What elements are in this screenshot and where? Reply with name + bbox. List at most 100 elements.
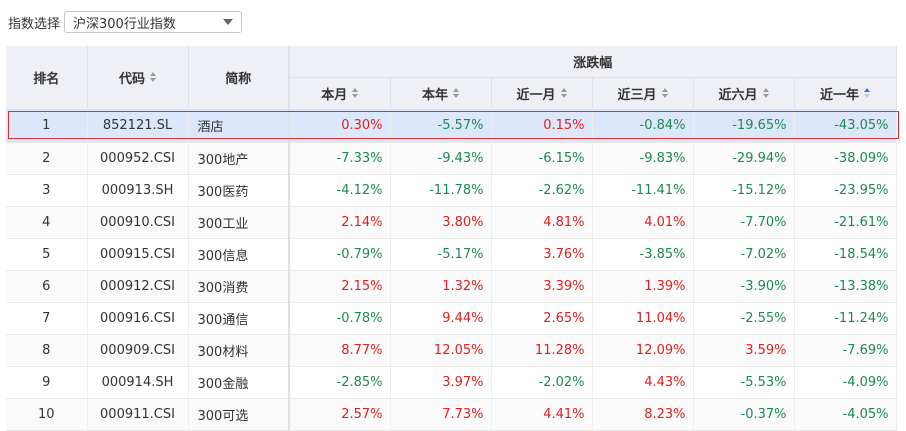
one-month-cell: -2.02% bbox=[491, 366, 593, 399]
header-group-change: 涨跌幅 bbox=[289, 46, 897, 78]
header-one-year[interactable]: 近一年 bbox=[794, 77, 897, 110]
three-months-cell: 11.04% bbox=[592, 302, 694, 335]
table-row[interactable]: 10 000911.CSI 300可选 2.57% 7.73% 4.41% 8.23% -0.… bbox=[6, 398, 897, 431]
table-row[interactable]: 6 000912.CSI 300消费 2.15% 1.32% 3.39% 1.39% -3.9… bbox=[6, 270, 897, 303]
one-year-cell: -13.38% bbox=[794, 270, 897, 303]
one-month-cell: -2.62% bbox=[491, 174, 593, 207]
sort-icon[interactable] bbox=[560, 88, 567, 98]
this-month-cell: -2.85% bbox=[289, 366, 391, 399]
one-year-cell: -23.95% bbox=[794, 174, 897, 207]
three-months-cell: 12.09% bbox=[592, 334, 694, 367]
this-year-cell: -5.17% bbox=[390, 238, 492, 271]
six-months-cell: -15.12% bbox=[693, 174, 795, 207]
table-row[interactable]: 2 000952.CSI 300地产 -7.33% -9.43% -6.15% -9.83%… bbox=[6, 142, 897, 175]
one-year-cell: -21.61% bbox=[794, 206, 897, 239]
table-row[interactable]: 4 000910.CSI 300工业 2.14% 3.80% 4.81% 4.01% -7.7… bbox=[6, 206, 897, 239]
index-select-value: 沪深300行业指数 bbox=[73, 16, 176, 32]
rank-cell: 2 bbox=[6, 142, 88, 175]
one-month-cell: 11.28% bbox=[491, 334, 593, 367]
code-cell: 000915.CSI bbox=[87, 238, 189, 271]
name-cell: 300通信 bbox=[188, 302, 290, 335]
table-row[interactable]: 1 852121.SL 酒店 0.30% -5.57% 0.15% -0.84% -19.65… bbox=[6, 109, 897, 143]
three-months-cell: 4.43% bbox=[592, 366, 694, 399]
header-three-months[interactable]: 近三月 bbox=[592, 77, 694, 110]
name-cell: 300金融 bbox=[188, 366, 290, 399]
one-year-cell: -4.05% bbox=[794, 398, 897, 431]
rank-cell: 3 bbox=[6, 174, 88, 207]
rank-cell: 1 bbox=[6, 109, 88, 143]
table-row[interactable]: 8 000909.CSI 300材料 8.77% 12.05% 11.28% 12.09% 3… bbox=[6, 334, 897, 367]
sort-icon[interactable] bbox=[453, 88, 459, 98]
this-year-cell: 7.73% bbox=[390, 398, 492, 431]
table-row[interactable]: 5 000915.CSI 300信息 -0.79% -5.17% 3.76% -3.85% -… bbox=[6, 238, 897, 271]
one-month-cell: 4.41% bbox=[491, 398, 593, 431]
index-select-label: 指数选择 bbox=[8, 16, 61, 32]
rank-cell: 7 bbox=[6, 302, 88, 335]
sort-icon[interactable] bbox=[352, 88, 359, 98]
name-cell: 300材料 bbox=[188, 334, 290, 367]
rank-cell: 5 bbox=[6, 238, 88, 271]
this-year-cell: 9.44% bbox=[390, 302, 492, 335]
header-this-month[interactable]: 本月 bbox=[289, 77, 391, 110]
one-year-cell: -7.69% bbox=[794, 334, 897, 367]
six-months-cell: 3.59% bbox=[693, 334, 795, 367]
code-cell: 000916.CSI bbox=[87, 302, 189, 335]
one-month-cell: -6.15% bbox=[491, 142, 593, 175]
one-month-cell: 4.81% bbox=[491, 206, 593, 239]
six-months-cell: -0.37% bbox=[693, 398, 795, 431]
rank-cell: 9 bbox=[6, 366, 88, 399]
six-months-cell: -5.53% bbox=[693, 366, 795, 399]
rank-cell: 4 bbox=[6, 206, 88, 239]
six-months-cell: -19.65% bbox=[693, 109, 795, 143]
this-month-cell: 8.77% bbox=[289, 334, 391, 367]
header-six-months[interactable]: 近六月 bbox=[693, 77, 795, 110]
one-year-cell: -43.05% bbox=[794, 109, 897, 143]
one-month-cell: 3.39% bbox=[491, 270, 593, 303]
table-row[interactable]: 3 000913.SH 300医药 -4.12% -11.78% -2.62% -11.41… bbox=[6, 174, 897, 207]
this-month-cell: 2.14% bbox=[289, 206, 391, 239]
name-cell: 300消费 bbox=[188, 270, 290, 303]
code-cell: 000912.CSI bbox=[87, 270, 189, 303]
code-cell: 852121.SL bbox=[87, 109, 189, 143]
one-year-cell: -11.24% bbox=[794, 302, 897, 335]
six-months-cell: -3.90% bbox=[693, 270, 795, 303]
filter-bar: 指数选择 沪深300行业指数 bbox=[8, 10, 243, 34]
name-cell: 300医药 bbox=[188, 174, 290, 207]
one-month-cell: 2.65% bbox=[491, 302, 593, 335]
header-this-year[interactable]: 本年 bbox=[390, 77, 492, 110]
header-code[interactable]: 代码 bbox=[87, 46, 189, 110]
rank-cell: 6 bbox=[6, 270, 88, 303]
table-row[interactable]: 9 000914.SH 300金融 -2.85% 3.97% -2.02% 4.43% -5.… bbox=[6, 366, 897, 399]
index-ranking-table: 排名 代码 简称 涨跌幅 本月 本年 近一月 近三月 近六月 近一年 1 8521… bbox=[6, 46, 897, 431]
one-month-cell: 3.76% bbox=[491, 238, 593, 271]
one-year-cell: -18.54% bbox=[794, 238, 897, 271]
chevron-down-icon bbox=[223, 19, 234, 25]
rank-cell: 8 bbox=[6, 334, 88, 367]
this-year-cell: 3.80% bbox=[390, 206, 492, 239]
table-row[interactable]: 7 000916.CSI 300通信 -0.78% 9.44% 2.65% 11.04% -2… bbox=[6, 302, 897, 335]
this-year-cell: -5.57% bbox=[390, 109, 492, 143]
header-rank: 排名 bbox=[6, 46, 88, 110]
code-cell: 000913.SH bbox=[87, 174, 189, 207]
this-month-cell: 2.15% bbox=[289, 270, 391, 303]
this-year-cell: -11.78% bbox=[390, 174, 492, 207]
six-months-cell: -2.55% bbox=[693, 302, 795, 335]
three-months-cell: 4.01% bbox=[592, 206, 694, 239]
three-months-cell: -9.83% bbox=[592, 142, 694, 175]
one-year-cell: -4.09% bbox=[794, 366, 897, 399]
this-month-cell: 2.57% bbox=[289, 398, 391, 431]
three-months-cell: -11.41% bbox=[592, 174, 694, 207]
header-one-month[interactable]: 近一月 bbox=[491, 77, 593, 110]
sort-icon[interactable] bbox=[661, 88, 668, 98]
sort-icon[interactable] bbox=[150, 72, 156, 83]
this-year-cell: -9.43% bbox=[390, 142, 492, 175]
one-month-cell: 0.15% bbox=[491, 109, 593, 143]
this-month-cell: -4.12% bbox=[289, 174, 391, 207]
name-cell: 酒店 bbox=[188, 109, 290, 143]
index-select[interactable]: 沪深300行业指数 bbox=[64, 11, 243, 33]
sort-ascending-icon[interactable] bbox=[864, 88, 870, 98]
this-year-cell: 12.05% bbox=[390, 334, 492, 367]
sort-icon[interactable] bbox=[762, 88, 769, 98]
three-months-cell: 1.39% bbox=[592, 270, 694, 303]
one-year-cell: -38.09% bbox=[794, 142, 897, 175]
